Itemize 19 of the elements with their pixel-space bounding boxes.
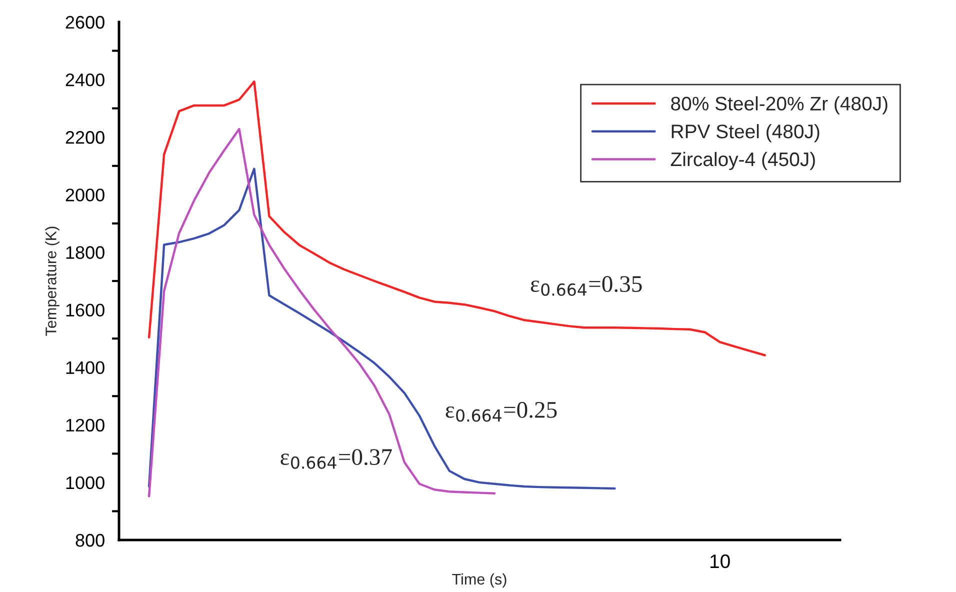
annotation: ε$_{0.664}$=0.37 — [280, 449, 392, 469]
y-tick-label: 1800 — [66, 246, 104, 259]
y-tick-label: 800 — [76, 534, 104, 547]
annotation: ε$_{0.664}$=0.35 — [530, 276, 642, 296]
y-tick-label: 1000 — [66, 476, 104, 490]
x-tick-label: 10 — [710, 554, 730, 568]
legend-label: RPV Steel (480J) — [672, 124, 820, 142]
annotation: ε$_{0.664}$=0.25 — [446, 402, 557, 422]
x-axis-title: Time (s) — [452, 573, 506, 588]
y-tick-label: 1600 — [66, 304, 104, 316]
y-tick-label: 1200 — [66, 418, 104, 432]
y-tick-label: 2600 — [66, 16, 104, 29]
y-tick-label: 2200 — [66, 131, 104, 144]
y-axis-title: Temperature (K) — [45, 226, 60, 336]
y-tick-label: 1400 — [66, 361, 104, 374]
y-tick-label: 2400 — [66, 73, 104, 86]
y-tick-label: 2000 — [66, 188, 104, 202]
legend-label: 80% Steel-20% Zr (480J) — [671, 96, 888, 114]
legend-label: Zircaloy-4 (450J) — [670, 152, 815, 170]
